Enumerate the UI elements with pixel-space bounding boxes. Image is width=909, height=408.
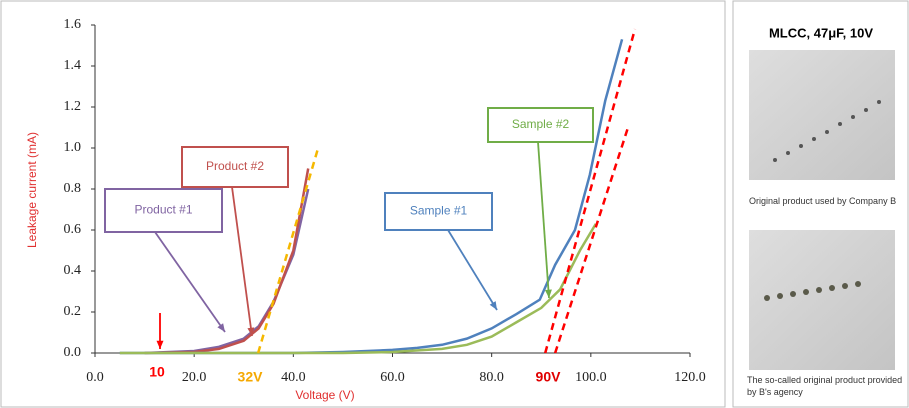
annotation: 10 [149,364,165,380]
panel-title: MLCC, 47μF, 10V [769,25,873,40]
y-tick-label: 0.2 [64,304,82,319]
annotation: Product #1 [134,203,192,217]
y-tick-label: 0.6 [64,222,82,237]
caption-text: Original product used by Company B [749,196,896,206]
y-tick-label: 1.2 [64,99,82,114]
arrow [231,186,253,337]
arrow-head [544,289,552,298]
photo-dots [773,100,881,162]
arrow-head [247,327,255,336]
annotation: Sample #1 [410,204,468,218]
annotation: 90V [536,369,562,385]
x-tick-label: 120.0 [674,370,706,385]
y-tick-label: 1.6 [64,17,82,32]
x-axis-label: Voltage (V) [295,388,354,402]
annotation-box [487,107,594,143]
y-tick-label: 1.4 [64,58,82,73]
series-line [119,39,624,355]
x-tick-label: 60.0 [380,370,405,385]
arrow [537,141,550,299]
annotation-box [181,146,289,188]
x-tick-label: 20.0 [182,370,207,385]
x-tick-label: 40.0 [281,370,306,385]
arrow-head [217,323,225,332]
x-tick-label: 100.0 [575,370,607,385]
annotation: 32V [238,369,264,385]
trend-line [544,28,637,354]
y-tick-label: 0.4 [64,263,82,278]
photo-dots [764,281,861,301]
annotation-box [104,188,223,233]
annotation-box [384,192,493,231]
caption-box: The so-called original product provided … [747,375,903,397]
y-axis-label: Leakage current (mA) [25,132,39,248]
x-tick-label: 0.0 [86,370,104,385]
x-tick-label: 80.0 [479,370,504,385]
arrow [447,229,498,311]
y-tick-label: 0.8 [64,181,82,196]
caption: The so-called original product provided … [747,375,903,397]
y-tick-label: 0.0 [64,345,82,360]
annotation: Product #2 [206,159,264,173]
trend-line [553,127,630,354]
arrow-head [489,301,497,310]
arrow [154,231,226,333]
photo [749,50,895,180]
arrow-head [156,340,164,349]
annotation: Sample #2 [512,117,570,131]
series-line [119,223,597,355]
caption: Original product used by Company B [749,196,896,206]
photo [749,230,895,370]
y-tick-label: 1.0 [64,140,82,155]
